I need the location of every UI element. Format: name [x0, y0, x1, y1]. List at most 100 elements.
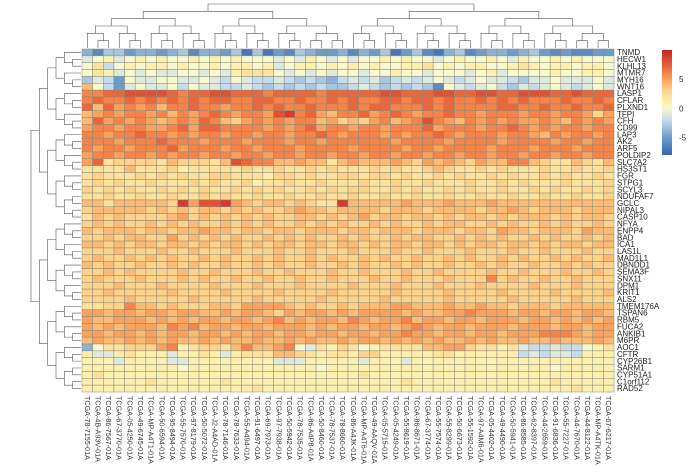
heatmap-cell: [262, 378, 274, 386]
heatmap-cell: [230, 206, 242, 214]
heatmap-cell: [273, 281, 285, 290]
heatmap-cell: [113, 185, 125, 194]
heatmap-cell: [454, 384, 466, 393]
heatmap-cell: [188, 316, 200, 324]
heatmap-cell: [400, 110, 413, 118]
heatmap-cell: [443, 357, 455, 365]
heatmap-cell: [400, 103, 413, 111]
heatmap-cell: [549, 124, 562, 132]
heatmap-cell: [581, 378, 593, 386]
heatmap-cell: [454, 240, 466, 249]
heatmap-cell: [283, 144, 296, 153]
heatmap-cell: [560, 330, 572, 338]
heatmap-cell: [539, 137, 551, 146]
heatmap-cell: [486, 247, 498, 256]
heatmap-cell: [220, 295, 232, 304]
heatmap-cell: [347, 172, 359, 180]
heatmap-cell: [166, 48, 179, 57]
heatmap-cell: [379, 69, 391, 77]
heatmap-cell: [283, 330, 296, 338]
heatmap-cell: [369, 179, 381, 187]
heatmap-cell: [220, 89, 232, 98]
heatmap-cell: [369, 89, 381, 98]
dendrogram-branch: [55, 98, 65, 120]
heatmap-cell: [81, 378, 93, 386]
heatmap-cell: [443, 172, 455, 180]
heatmap-cell: [454, 302, 466, 310]
heatmap-cell: [198, 213, 210, 221]
heatmap-cell: [422, 103, 434, 111]
row-label: LASP1: [617, 89, 642, 98]
heatmap-cell: [507, 240, 519, 249]
heatmap-cell: [166, 96, 179, 105]
dendrogram-branch: [597, 40, 609, 48]
heatmap-cell: [188, 117, 200, 125]
heatmap-cell: [241, 364, 253, 372]
heatmap-cell: [241, 89, 253, 98]
dendrogram-branch: [72, 381, 81, 389]
heatmap-cell: [369, 151, 381, 160]
row-label: SCYL3: [617, 185, 643, 194]
heatmap-cell: [294, 309, 306, 317]
heatmap-cell: [475, 254, 487, 262]
heatmap-cell: [92, 165, 104, 173]
heatmap-cell: [390, 89, 402, 98]
heatmap-cell: [379, 233, 391, 242]
heatmap-cell: [507, 336, 519, 345]
heatmap-cell: [198, 131, 210, 139]
heatmap-cell: [273, 254, 285, 262]
heatmap-cell: [305, 103, 317, 111]
heatmap-cell: [294, 124, 306, 132]
heatmap-cell: [549, 69, 562, 77]
heatmap-cell: [81, 275, 93, 283]
heatmap-cell: [145, 384, 157, 393]
heatmap-cell: [358, 247, 370, 256]
heatmap-cell: [166, 179, 179, 187]
heatmap-cell: [326, 192, 338, 201]
heatmap-cell: [166, 254, 179, 262]
heatmap-cell: [560, 151, 572, 160]
heatmap-cell: [581, 179, 593, 187]
heatmap-cell: [347, 206, 359, 214]
heatmap-cell: [283, 199, 296, 208]
heatmap-cell: [475, 220, 487, 228]
heatmap-cell: [283, 281, 296, 290]
heatmap-cell: [475, 288, 487, 297]
heatmap-cell: [528, 364, 540, 372]
heatmap-cell: [134, 384, 147, 393]
heatmap-cell: [81, 323, 93, 331]
heatmap-cell: [517, 199, 530, 208]
heatmap-cell: [188, 295, 200, 304]
row-label: CFTR: [617, 350, 639, 359]
column-label: TCGA-50-6594-01A: [157, 396, 166, 460]
heatmap-cell: [220, 323, 232, 331]
row-label: RBM5: [617, 316, 640, 325]
heatmap-cell: [134, 288, 147, 297]
heatmap-cell: [411, 302, 423, 310]
heatmap-cell: [220, 192, 232, 201]
heatmap-cell: [422, 330, 434, 338]
heatmap-cell: [347, 89, 359, 98]
heatmap-cell: [177, 378, 189, 386]
heatmap-cell: [177, 281, 189, 290]
heatmap-cell: [134, 330, 147, 338]
heatmap-cell: [177, 165, 189, 173]
heatmap-cell: [560, 336, 572, 345]
heatmap-cell: [603, 62, 615, 70]
heatmap-cell: [251, 172, 264, 180]
heatmap-cell: [92, 124, 104, 132]
heatmap-cell: [358, 158, 370, 166]
heatmap-cell: [379, 83, 391, 91]
heatmap-cell: [486, 240, 498, 249]
heatmap-cell: [422, 302, 434, 310]
heatmap-cell: [81, 336, 93, 345]
heatmap-cell: [400, 227, 413, 235]
heatmap-cell: [337, 172, 349, 180]
heatmap-cell: [220, 343, 232, 352]
heatmap-cell: [369, 227, 381, 235]
heatmap-cell: [156, 206, 168, 214]
heatmap-cell: [92, 233, 104, 242]
heatmap-cell: [188, 103, 200, 111]
heatmap-cell: [230, 268, 242, 276]
heatmap-cell: [209, 83, 221, 91]
